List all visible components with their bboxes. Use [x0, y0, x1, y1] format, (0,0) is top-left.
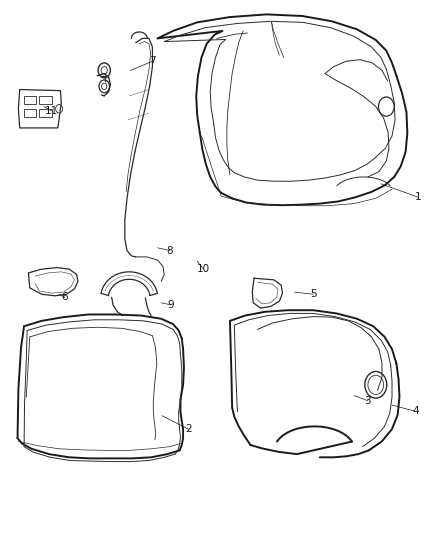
Text: 2: 2: [185, 424, 192, 434]
Text: 9: 9: [167, 300, 174, 310]
Text: 7: 7: [149, 56, 156, 66]
Bar: [39, 96, 52, 104]
Text: 1: 1: [415, 192, 422, 202]
Bar: [24, 109, 36, 117]
Text: 4: 4: [413, 407, 420, 416]
Text: 6: 6: [61, 293, 68, 302]
Text: 5: 5: [310, 289, 317, 299]
Text: 10: 10: [197, 264, 210, 274]
Text: 11: 11: [45, 106, 58, 116]
Bar: [39, 109, 52, 117]
Text: 8: 8: [166, 246, 173, 255]
Text: 3: 3: [364, 396, 371, 406]
Bar: [24, 96, 36, 104]
